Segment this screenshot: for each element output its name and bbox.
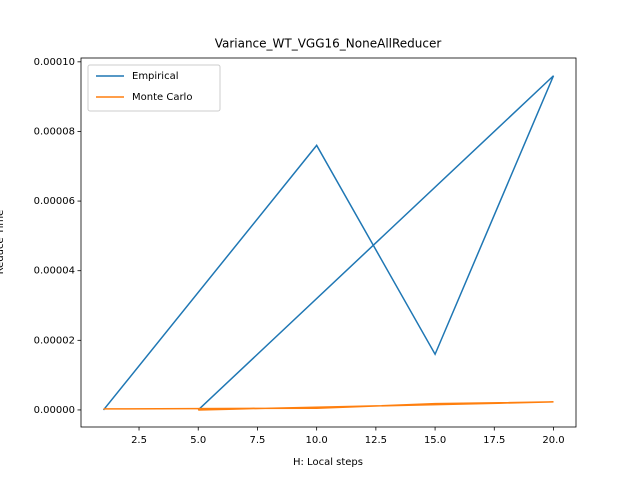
y-tick-label: 0.00008 xyxy=(34,126,75,137)
x-tick-label: 10.0 xyxy=(306,435,328,446)
chart-title: Variance_WT_VGG16_NoneAllReducer xyxy=(215,37,442,51)
y-tick-label: 0.00004 xyxy=(34,266,75,277)
legend-label: Monte Carlo xyxy=(132,92,192,103)
x-tick-label: 5.0 xyxy=(190,435,206,446)
series-line xyxy=(102,75,555,411)
legend-label: Empirical xyxy=(132,71,178,82)
x-tick-label: 7.5 xyxy=(249,435,265,446)
y-tick-label: 0.00010 xyxy=(34,57,75,68)
y-tick-label: 0.00000 xyxy=(34,405,75,416)
x-tick-label: 17.5 xyxy=(483,435,505,446)
x-tick-label: 2.5 xyxy=(131,435,147,446)
x-tick-label: 20.0 xyxy=(542,435,564,446)
x-axis-label: H: Local steps xyxy=(293,457,363,468)
series-line xyxy=(103,401,554,411)
y-tick-label: 0.00006 xyxy=(34,196,75,207)
y-axis-label: Reduce Time xyxy=(0,210,6,275)
plot-frame xyxy=(80,57,577,428)
x-tick-label: 12.5 xyxy=(365,435,387,446)
x-tick-label: 15.0 xyxy=(424,435,446,446)
y-tick-label: 0.00002 xyxy=(34,335,75,346)
